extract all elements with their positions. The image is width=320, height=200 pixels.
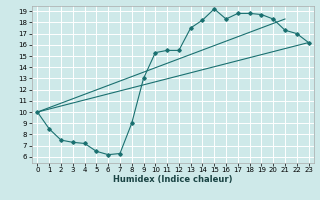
X-axis label: Humidex (Indice chaleur): Humidex (Indice chaleur) xyxy=(113,175,233,184)
